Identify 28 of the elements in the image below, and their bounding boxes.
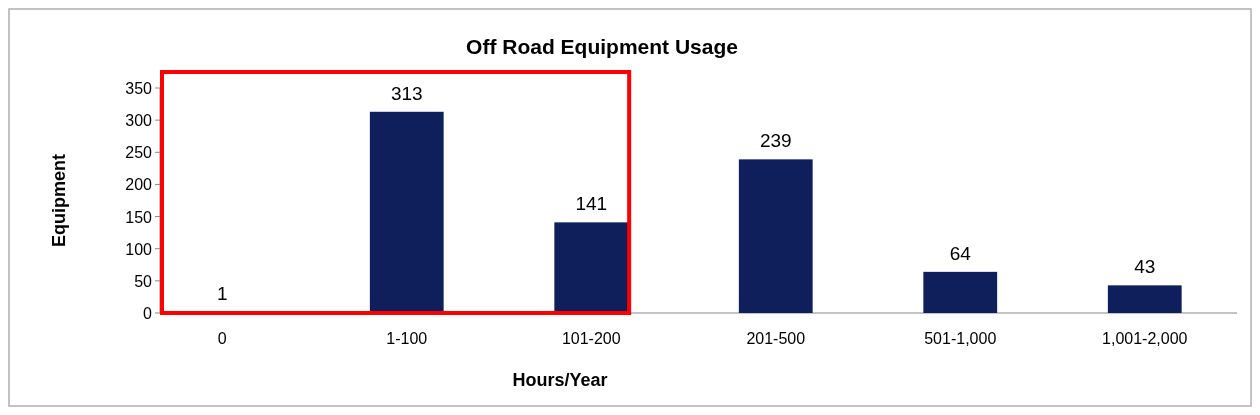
- x-tick-label: 1-100: [386, 330, 428, 347]
- y-tick-label: 200: [125, 176, 153, 194]
- y-tick-label: 350: [125, 80, 153, 97]
- chart-title: Off Road Equipment Usage: [466, 35, 738, 58]
- bar: [554, 222, 629, 313]
- data-label: 141: [575, 193, 608, 215]
- x-axis-title: Hours/Year: [512, 370, 608, 390]
- data-label: 313: [390, 82, 423, 104]
- y-tick-label: 100: [125, 240, 153, 258]
- y-tick-label: 250: [125, 144, 153, 162]
- bar: [369, 111, 444, 313]
- y-tick-label: 50: [134, 272, 153, 290]
- data-label: 239: [759, 130, 792, 152]
- data-label: 64: [949, 242, 972, 264]
- y-tick-label: 300: [125, 112, 153, 130]
- data-label: 1: [216, 283, 228, 305]
- bar: [923, 271, 998, 313]
- x-tick-label: 201-500: [746, 330, 806, 347]
- data-label: 43: [1134, 256, 1156, 278]
- bar: [1107, 285, 1182, 313]
- x-tick-label: 101-200: [561, 330, 621, 347]
- y-axis-title: Equipment: [49, 154, 69, 247]
- x-tick-label: 1,001-2,000: [1102, 330, 1188, 347]
- y-tick-label: 0: [143, 305, 153, 322]
- bar: [738, 159, 813, 313]
- x-tick-label: 0: [217, 330, 227, 347]
- y-tick-label: 150: [125, 208, 153, 226]
- x-tick-label: 501-1,000: [924, 330, 997, 347]
